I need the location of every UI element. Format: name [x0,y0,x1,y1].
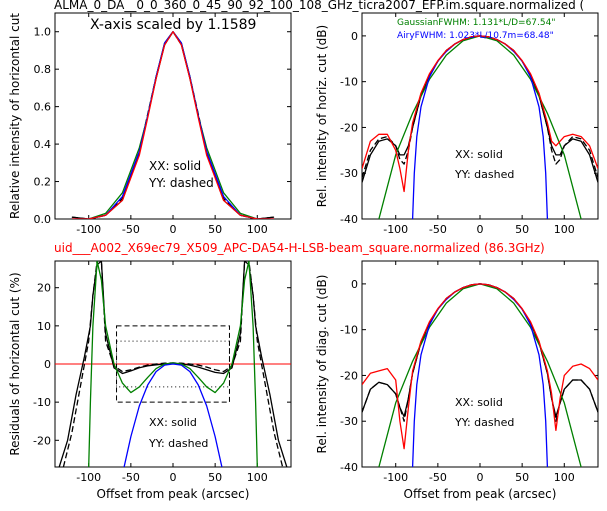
y-tick-label: 0.8 [34,63,52,76]
annotation: XX: solid [149,159,201,173]
x-axis-label: Offset from peak (arcsec) [404,487,557,501]
y-tick-label: -10 [340,324,358,337]
annotation: YY: dashed [148,437,208,450]
x-tick-label: -50 [429,223,447,236]
axes-frame [361,12,599,220]
series-line-data [362,283,598,450]
x-tick-label: 50 [208,471,222,484]
plot-area [71,31,275,219]
y-axis-label: Rel. intensity of horiz. cut (dB) [315,25,329,207]
x-tick-label: 100 [554,223,575,236]
y-tick-label: -20 [340,369,358,382]
y-axis-label: Relative intensity of horizontal cut [8,13,22,219]
axes-frame [361,260,599,468]
panel-top-left: -100 -50 0 50 100 0.0 0.2 0.4 0.6 0.8 1.0 Relative … [8,12,292,236]
x-tick-label: 100 [554,471,575,484]
y-tick-label: -30 [340,167,358,180]
y-tick-label: -30 [340,415,358,428]
x-tick-label: 0 [170,223,177,236]
annotation: XX: solid [455,396,503,409]
y-tick-label: -10 [340,76,358,89]
x-tick-label: 0 [477,223,484,236]
x-tick-label: -100 [76,223,101,236]
y-tick-label: 10 [37,320,51,333]
series-line-gaussian [88,261,258,467]
series-line-xx [71,31,275,219]
series-line-data [362,35,598,193]
figure-subtitle: uid___A002_X69ec79_X509_APC-DA54-H-LSB-b… [54,241,545,255]
annotation: X-axis scaled by 1.1589 [90,17,256,33]
series-line-gaussian [71,31,275,219]
y-tick-label: -10 [33,396,51,409]
annotation: AiryFWHM: 1.023*L/10.7m=68.48" [397,31,554,41]
y-axis-label: Residuals of horizontal cut (%) [8,272,22,455]
plot-area [362,35,598,219]
panel-bottom-right: -100 -50 0 50 100 0 -10 -20 -30 -40 Rel. intensity… [315,260,599,501]
series-line-airy [123,363,223,467]
figure-title: ALMA_0_DA__0_0_360_0_45_90_92_100_108_GH… [54,0,584,12]
series-line-yy [71,31,275,219]
x-tick-label: 50 [515,471,529,484]
y-tick-label: 20 [37,282,51,295]
annotation: YY: dashed [454,168,514,181]
annotation: GaussianFWHM: 1.131*L/D=67.54" [397,18,555,28]
plot-area [362,283,598,467]
series-line-data [71,31,275,219]
series-line-airy [411,35,549,219]
panel-top-right: -100 -50 0 50 100 0 -10 -20 -30 -40 Rel. intensity… [315,12,599,236]
annotation: YY: dashed [148,176,214,190]
y-tick-label: 0 [351,30,358,43]
x-tick-label: 50 [515,223,529,236]
x-tick-label: -50 [122,223,140,236]
series-line-gaussian [378,283,582,467]
annotation: XX: solid [149,416,197,429]
x-axis-label: Offset from peak (arcsec) [97,487,250,501]
tolerance-box-dotted [116,340,230,388]
annotation: YY: dashed [454,416,514,429]
y-tick-label: 0.6 [34,101,52,114]
x-tick-label: -50 [122,471,140,484]
annotation: XX: solid [455,148,503,161]
y-tick-label: -20 [340,121,358,134]
tolerance-box-dashed [116,325,230,403]
y-tick-label: 0.2 [34,176,52,189]
x-tick-label: 100 [247,471,268,484]
y-axis-label: Rel. intensity of diag. cut (dB) [315,275,329,454]
x-tick-label: 0 [170,471,177,484]
y-tick-label: 0 [351,278,358,291]
series-line-gaussian [378,35,582,219]
y-tick-label: -40 [340,461,358,474]
x-tick-label: -100 [383,223,408,236]
x-tick-label: 100 [247,223,268,236]
x-tick-label: 0 [477,471,484,484]
y-tick-label: -20 [33,434,51,447]
y-tick-label: 0 [44,358,51,371]
x-tick-label: -50 [429,471,447,484]
plot-area [55,261,291,467]
x-tick-label: -100 [383,471,408,484]
y-tick-label: -40 [340,213,358,226]
x-tick-label: -100 [76,471,101,484]
series-line-airy [71,31,275,219]
y-tick-label: 0.4 [34,138,52,151]
y-tick-label: 1.0 [34,26,52,39]
series-line-airy [411,283,549,467]
y-tick-label: 0.0 [34,213,52,226]
x-tick-label: 50 [208,223,222,236]
